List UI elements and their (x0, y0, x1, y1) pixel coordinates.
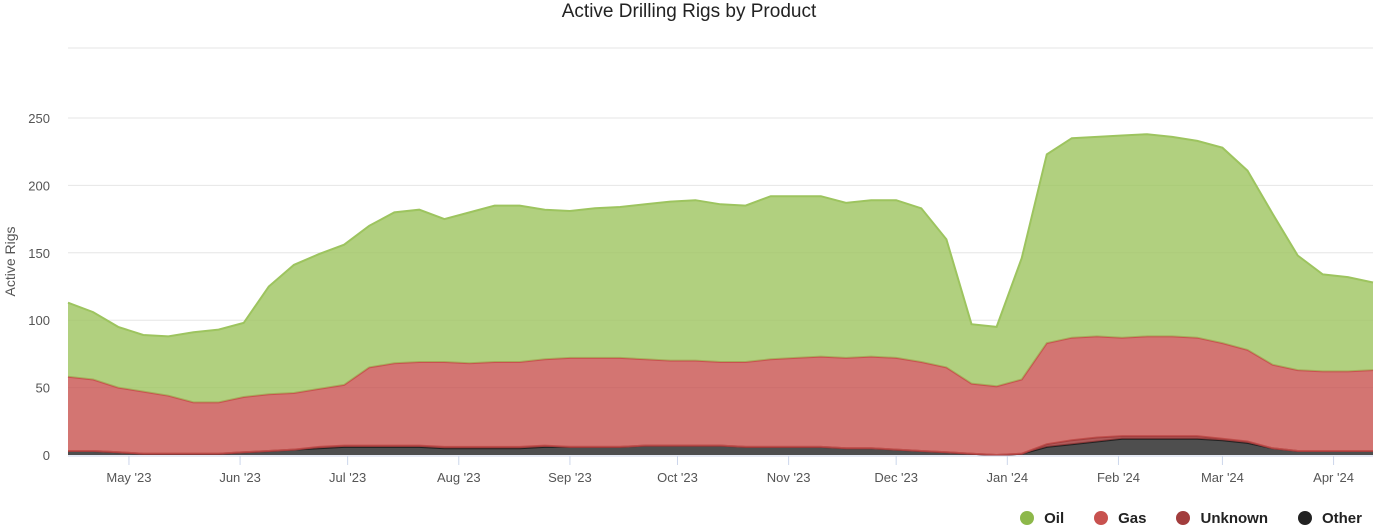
legend-item-other[interactable]: Other (1297, 509, 1362, 527)
chart-legend: Oil Gas Unknown Other (990, 508, 1362, 528)
x-tick-label: Apr '24 (1313, 470, 1354, 485)
series-area-gas (68, 336, 1373, 455)
y-tick-label: 150 (28, 246, 50, 261)
x-tick-label: Jul '23 (329, 470, 366, 485)
x-tick-label: Aug '23 (437, 470, 481, 485)
legend-label: Unknown (1200, 509, 1268, 527)
legend-marker-icon (1297, 511, 1312, 525)
y-tick-label: 200 (28, 178, 50, 193)
legend-marker-icon (1094, 511, 1109, 525)
series-area-oil (68, 134, 1373, 403)
x-tick-label: Mar '24 (1201, 470, 1244, 485)
legend-marker-icon (1020, 511, 1035, 525)
legend-label: Gas (1118, 509, 1147, 527)
series-line-oil (67, 133, 1374, 338)
legend-item-oil[interactable]: Oil (1020, 510, 1064, 527)
x-tick-label: Nov '23 (767, 470, 811, 485)
legend-label: Oil (1044, 509, 1065, 527)
legend-item-unknown[interactable]: Unknown (1176, 510, 1268, 527)
x-tick-label: May '23 (106, 470, 151, 485)
y-tick-label: 100 (28, 313, 50, 328)
y-tick-label: 0 (43, 448, 50, 463)
y-tick-label: 250 (28, 111, 50, 126)
x-tick-label: Feb '24 (1097, 470, 1140, 485)
chart-title: Active Drilling Rigs by Product (561, 1, 817, 22)
legend-label: Other (1321, 509, 1362, 527)
legend-item-gas[interactable]: Gas (1094, 510, 1146, 527)
x-tick-label: Oct '23 (657, 470, 698, 485)
y-tick-label: 50 (36, 381, 50, 396)
x-tick-label: Jan '24 (987, 470, 1029, 485)
legend-marker-icon (1176, 511, 1191, 525)
x-tick-label: Dec '23 (874, 470, 918, 485)
x-tick-label: Jun '23 (219, 470, 261, 485)
series-area-other (68, 438, 1373, 455)
x-tick-label: Sep '23 (548, 470, 592, 485)
y-axis-label: Active Rigs (2, 226, 18, 296)
